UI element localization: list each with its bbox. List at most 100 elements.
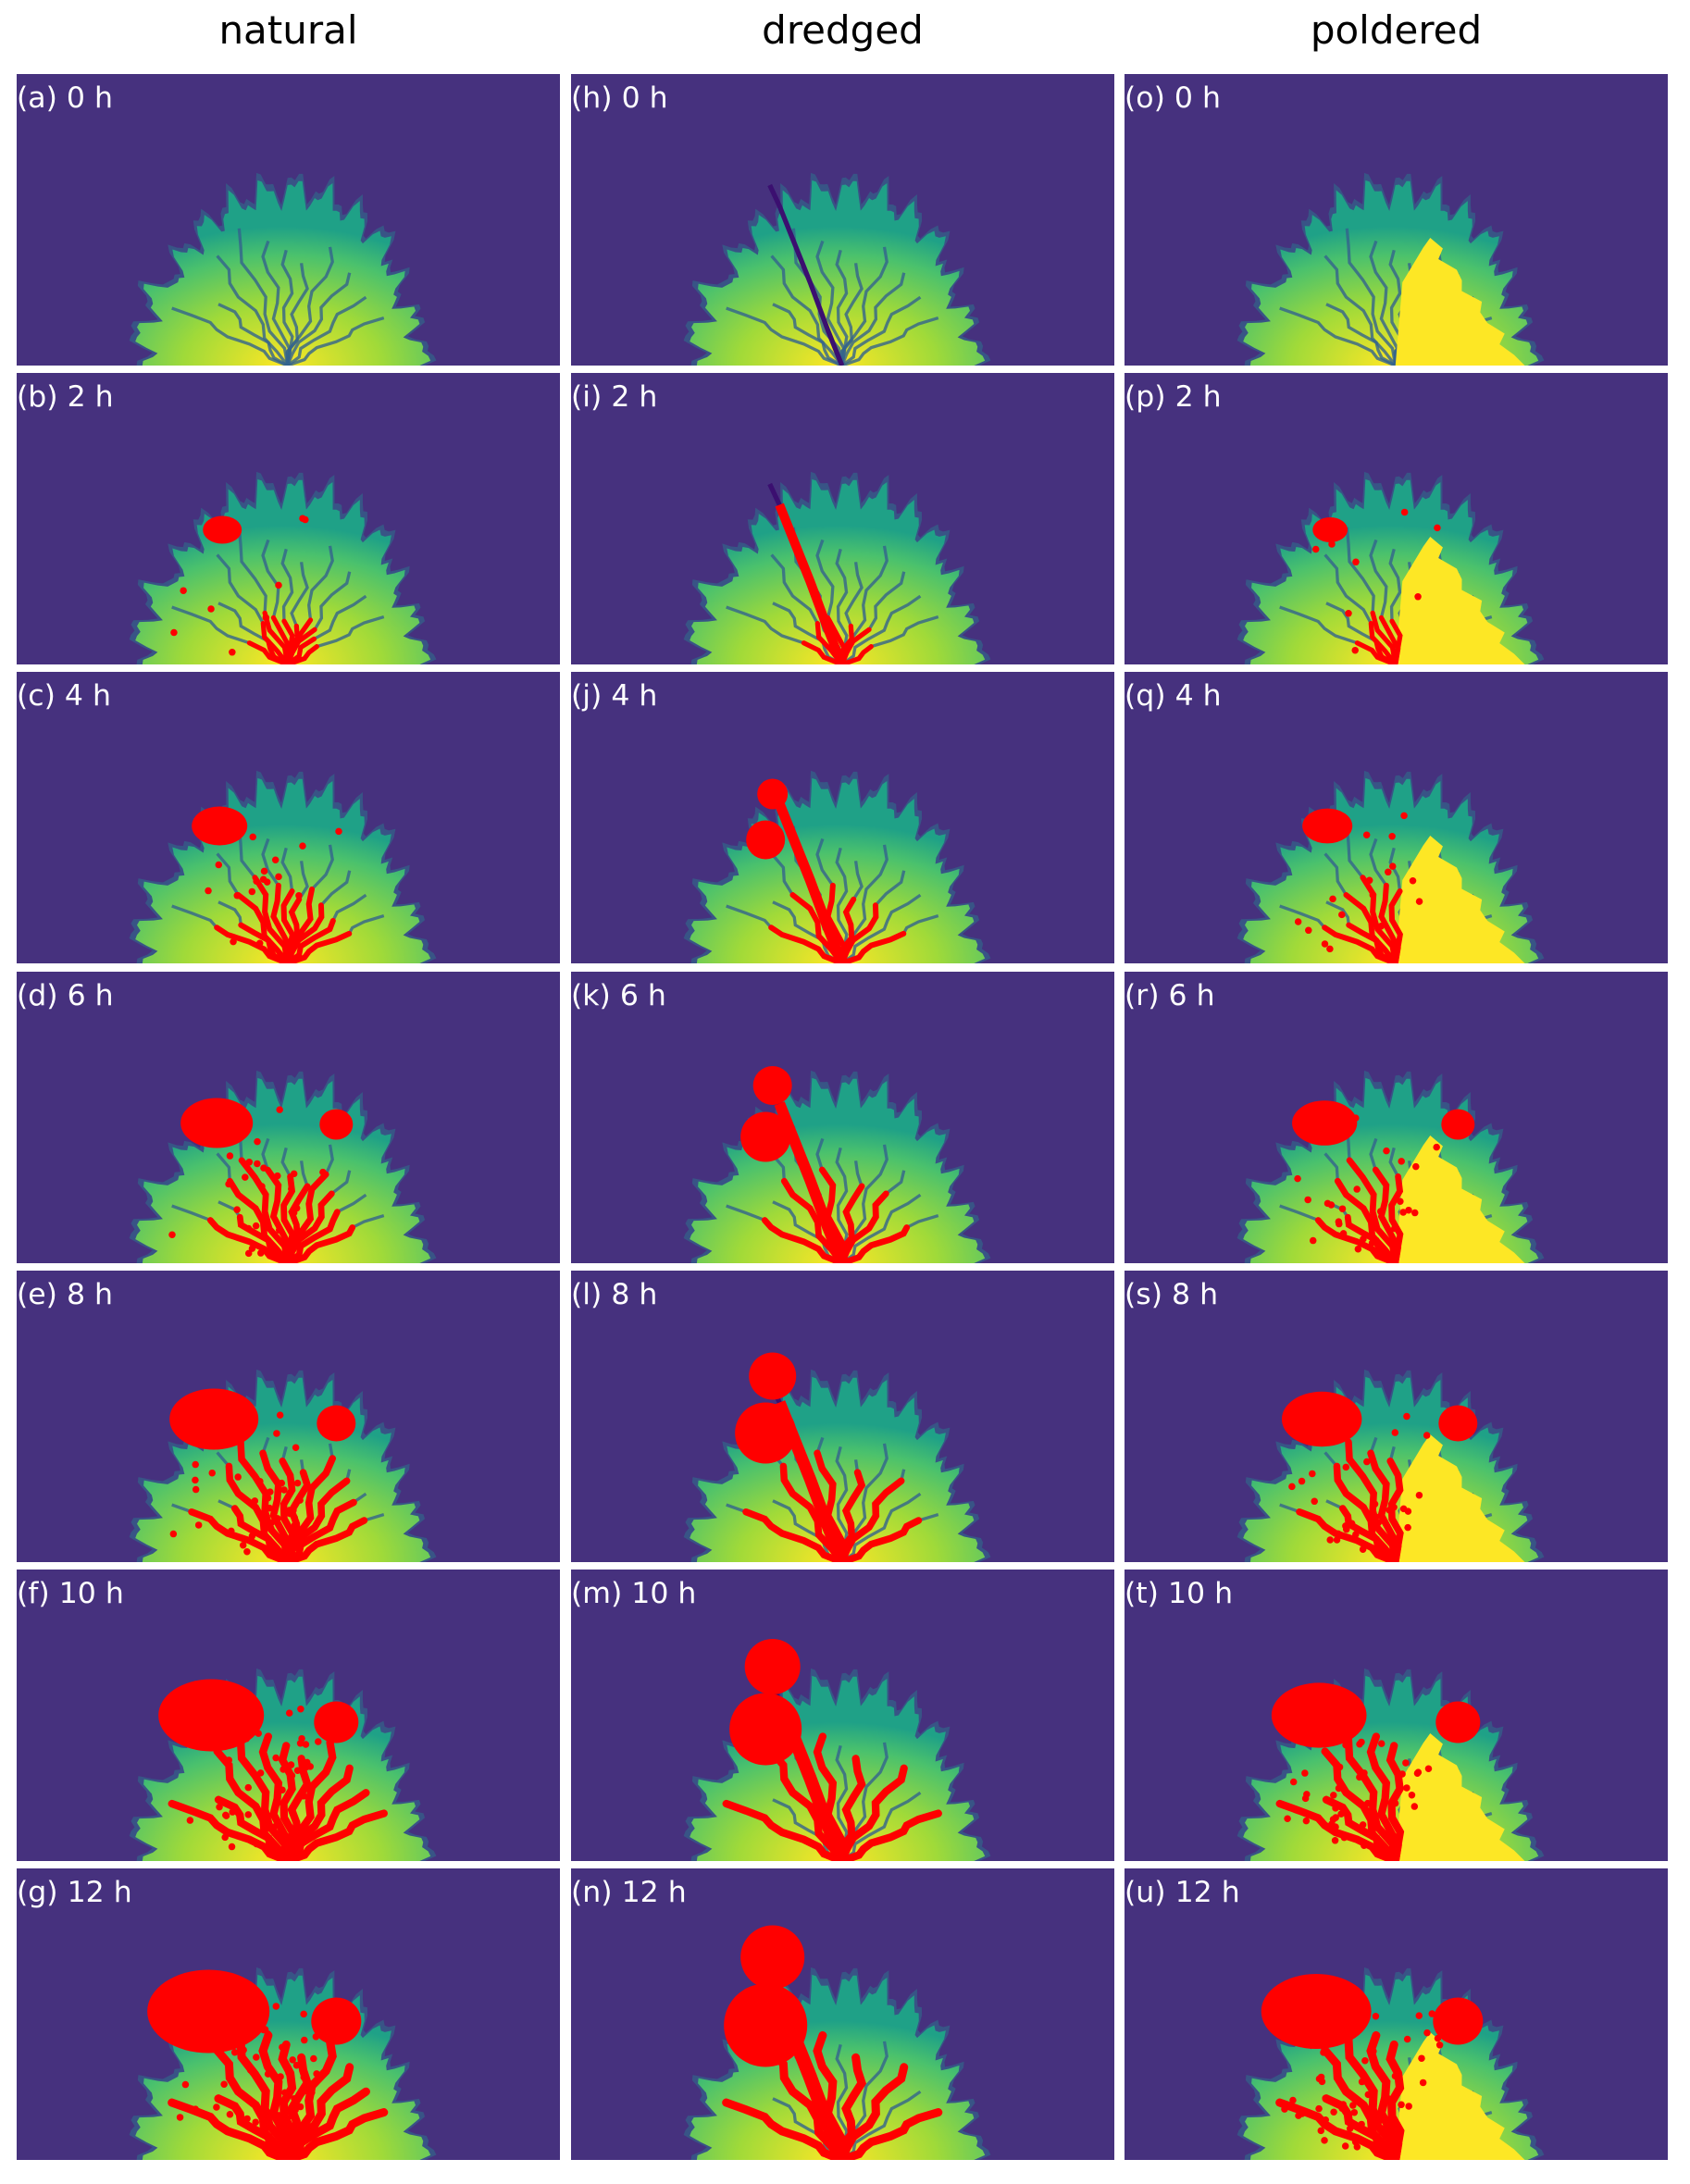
- flood-dot: [299, 842, 306, 850]
- panel-label: (e) 8 h: [17, 1278, 113, 1311]
- flood-dot: [289, 2056, 296, 2064]
- flood-dot: [1353, 1525, 1361, 1533]
- flood-channel: [270, 882, 293, 963]
- flood-dot: [1326, 1536, 1334, 1544]
- panel: (e) 8 h: [17, 1271, 560, 1562]
- flood-dot: [312, 2033, 320, 2041]
- flood-blob: [1281, 1391, 1362, 1447]
- flood-dot: [296, 1496, 304, 1504]
- flood-dot: [1352, 1531, 1360, 1538]
- flood-dot: [1434, 524, 1441, 532]
- flood-channel: [206, 1217, 292, 1263]
- flood-dot: [1391, 2072, 1399, 2080]
- flood-dot: [263, 878, 271, 886]
- flood-dot: [262, 614, 270, 622]
- flood-channel: [775, 801, 847, 963]
- flood-dot: [1400, 812, 1408, 820]
- channel: [261, 240, 292, 366]
- flood-dot: [277, 2073, 284, 2080]
- channel: [171, 306, 289, 366]
- flood-dot: [1358, 2078, 1366, 2086]
- flood-dot: [226, 2111, 234, 2118]
- panel-label: (a) 0 h: [17, 81, 113, 115]
- flood-dot: [1305, 926, 1312, 935]
- flood-blob: [1292, 1100, 1358, 1146]
- panel: (f) 10 h: [17, 1570, 560, 1861]
- flood-dot: [1348, 1520, 1356, 1528]
- flood-dot: [315, 1738, 322, 1745]
- panel-label: (h) 0 h: [571, 81, 668, 115]
- flood-dot: [1315, 2104, 1323, 2113]
- flood-channel: [285, 644, 319, 664]
- flood-dot: [1398, 1770, 1406, 1778]
- flood-dot: [181, 2080, 190, 2089]
- flood-dot: [1352, 1415, 1361, 1422]
- flood-channel: [264, 1166, 294, 1263]
- panel: (l) 8 h: [571, 1271, 1114, 1562]
- flood-dot: [1405, 2103, 1412, 2110]
- flood-dot: [1404, 1523, 1411, 1532]
- flood-dot: [274, 1798, 281, 1806]
- flood-dot: [300, 2073, 308, 2081]
- flood-channel: [225, 1462, 292, 1562]
- flood-dot: [1301, 1794, 1310, 1803]
- flood-channel: [284, 917, 336, 963]
- flood-blob: [729, 1693, 802, 1766]
- flood-dot: [292, 2121, 300, 2129]
- polder: [1395, 537, 1528, 664]
- flood-dot: [260, 867, 268, 875]
- dredged-channel: [767, 183, 845, 366]
- flood-dot: [1415, 898, 1423, 905]
- flood-channel: [235, 1719, 292, 1861]
- flood-dot: [1330, 2108, 1337, 2116]
- flood-dot: [1338, 911, 1346, 919]
- flood-dot: [1311, 545, 1320, 553]
- flood-dot: [257, 1249, 265, 1257]
- flood-dot: [1302, 1817, 1311, 1825]
- channel: [772, 1200, 843, 1263]
- flood-blob: [314, 1701, 359, 1743]
- flood-dot: [205, 887, 212, 895]
- flood-dot: [1309, 1470, 1316, 1478]
- flood-channel: [168, 1799, 292, 1861]
- flood-dot: [248, 1245, 256, 1252]
- flood-dot: [296, 2103, 304, 2111]
- flood-dot: [300, 2010, 307, 2018]
- flood-dot: [308, 2089, 316, 2096]
- panel-label: (j) 4 h: [571, 679, 657, 713]
- flood-dot: [258, 1183, 266, 1190]
- flood-channel: [1314, 1217, 1399, 1263]
- flood-dot: [1295, 2112, 1302, 2119]
- flood-channel: [768, 924, 845, 963]
- channel: [1345, 228, 1398, 366]
- flood-dot: [290, 2102, 298, 2109]
- flood-dot: [230, 2049, 239, 2056]
- flood-dot: [220, 2080, 228, 2088]
- flood-dot: [243, 2115, 251, 2123]
- flood-dot: [261, 1810, 268, 1818]
- flood-blob: [740, 1925, 805, 1990]
- flood-dot: [274, 1172, 281, 1180]
- flood-dot: [1383, 1147, 1390, 1155]
- flood-dot: [291, 2094, 298, 2103]
- channel: [772, 1798, 843, 1861]
- flood-dot: [1339, 1230, 1348, 1237]
- flood-dot: [1289, 1778, 1298, 1786]
- flood-dot: [246, 2066, 255, 2074]
- panel-label: (d) 6 h: [17, 979, 114, 1012]
- flood-dot: [221, 1833, 229, 1842]
- flood-channel: [1367, 1449, 1402, 1562]
- flood-dot: [1337, 1728, 1346, 1735]
- flood-dot: [1398, 1158, 1405, 1165]
- flood-dot: [276, 1411, 284, 1419]
- flood-dot: [1311, 1497, 1318, 1506]
- flood-dot: [1434, 2034, 1442, 2042]
- flood-dot: [290, 1209, 298, 1217]
- flood-blob: [749, 1352, 797, 1400]
- flood-dot: [270, 1823, 278, 1830]
- flood-channel: [1275, 1799, 1399, 1861]
- flood-dot: [273, 1430, 280, 1437]
- panel-label: (t) 10 h: [1125, 1577, 1233, 1610]
- flood-dot: [1352, 1114, 1360, 1122]
- flood-dot: [1360, 1235, 1367, 1243]
